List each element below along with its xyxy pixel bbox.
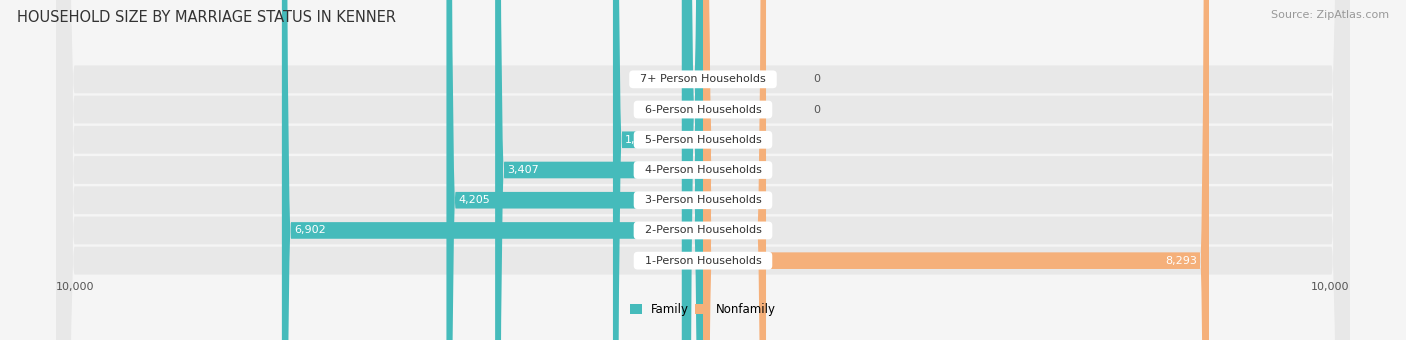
Legend: Family, Nonfamily: Family, Nonfamily (626, 298, 780, 321)
Text: 4-Person Households: 4-Person Households (637, 165, 769, 175)
FancyBboxPatch shape (700, 0, 713, 340)
Text: 285: 285 (654, 105, 675, 115)
Text: 10,000: 10,000 (56, 283, 94, 292)
FancyBboxPatch shape (56, 0, 1350, 340)
FancyBboxPatch shape (281, 0, 703, 340)
Text: HOUSEHOLD SIZE BY MARRIAGE STATUS IN KENNER: HOUSEHOLD SIZE BY MARRIAGE STATUS IN KEN… (17, 10, 396, 25)
Text: 8,293: 8,293 (1166, 256, 1197, 266)
Text: 1-Person Households: 1-Person Households (638, 256, 768, 266)
FancyBboxPatch shape (447, 0, 703, 340)
Text: 4,205: 4,205 (458, 195, 491, 205)
Text: 7+ Person Households: 7+ Person Households (633, 74, 773, 84)
FancyBboxPatch shape (56, 0, 1350, 340)
Text: 5-Person Households: 5-Person Households (638, 135, 768, 145)
FancyBboxPatch shape (703, 0, 766, 340)
Text: 2-Person Households: 2-Person Households (637, 225, 769, 235)
FancyBboxPatch shape (697, 0, 713, 340)
Text: 1,476: 1,476 (626, 135, 657, 145)
Text: 64: 64 (718, 135, 733, 145)
Text: 1,033: 1,033 (723, 225, 754, 235)
Text: 3-Person Households: 3-Person Households (638, 195, 768, 205)
FancyBboxPatch shape (56, 0, 1350, 340)
Text: 0: 0 (813, 105, 820, 115)
Text: 3,407: 3,407 (508, 165, 538, 175)
Text: 97: 97 (720, 195, 734, 205)
FancyBboxPatch shape (56, 0, 1350, 340)
FancyBboxPatch shape (686, 0, 703, 340)
FancyBboxPatch shape (697, 0, 713, 340)
FancyBboxPatch shape (56, 0, 1350, 340)
Text: 62: 62 (718, 165, 733, 175)
FancyBboxPatch shape (682, 0, 703, 340)
FancyBboxPatch shape (56, 0, 1350, 340)
Text: 348: 348 (650, 74, 671, 84)
Text: Source: ZipAtlas.com: Source: ZipAtlas.com (1271, 10, 1389, 20)
Text: 6-Person Households: 6-Person Households (638, 105, 768, 115)
Text: 0: 0 (813, 74, 820, 84)
FancyBboxPatch shape (703, 0, 1209, 340)
Text: 10,000: 10,000 (1312, 283, 1350, 292)
Text: 6,902: 6,902 (294, 225, 326, 235)
FancyBboxPatch shape (495, 0, 703, 340)
FancyBboxPatch shape (613, 0, 703, 340)
FancyBboxPatch shape (56, 0, 1350, 340)
